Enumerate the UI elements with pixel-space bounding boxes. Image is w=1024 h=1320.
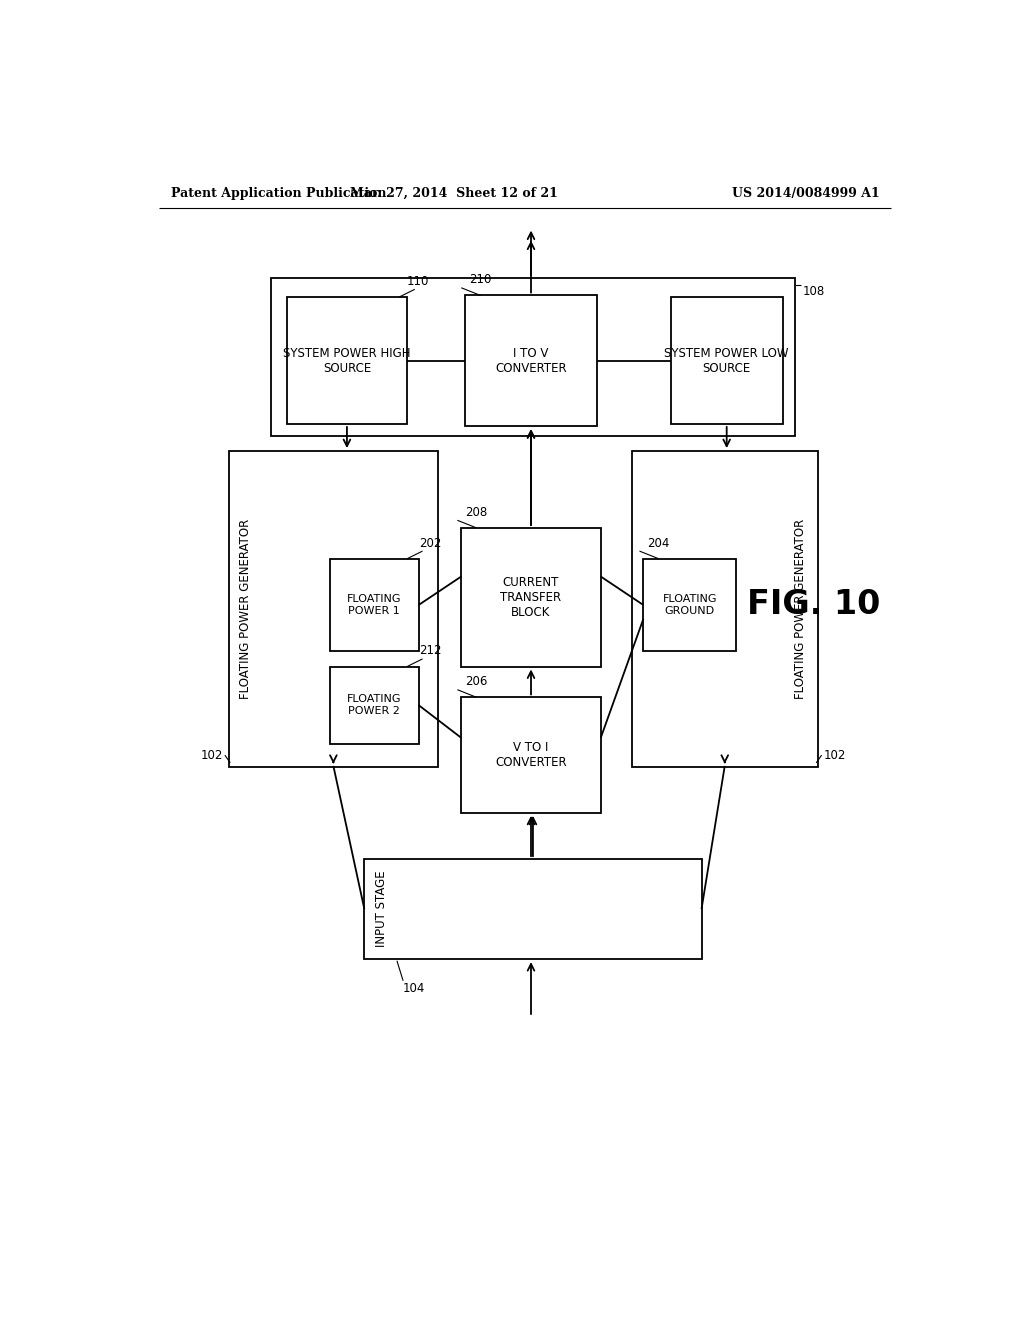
Text: FLOATING POWER GENERATOR: FLOATING POWER GENERATOR — [240, 519, 252, 700]
Text: 212: 212 — [419, 644, 441, 657]
Text: FLOATING
GROUND: FLOATING GROUND — [663, 594, 717, 616]
Text: FLOATING
POWER 1: FLOATING POWER 1 — [347, 594, 401, 616]
Text: 108: 108 — [802, 285, 824, 298]
Text: US 2014/0084999 A1: US 2014/0084999 A1 — [732, 186, 880, 199]
Bar — [671, 297, 783, 424]
Text: I TO V
CONVERTER: I TO V CONVERTER — [496, 347, 567, 375]
Text: FLOATING
POWER 2: FLOATING POWER 2 — [347, 694, 401, 715]
Text: FLOATING POWER GENERATOR: FLOATING POWER GENERATOR — [795, 519, 807, 700]
Bar — [465, 296, 597, 426]
Text: 210: 210 — [469, 273, 492, 286]
Bar — [461, 528, 601, 667]
Text: 104: 104 — [403, 982, 426, 995]
Bar — [643, 558, 736, 651]
Bar — [330, 558, 419, 651]
Text: V TO I
CONVERTER: V TO I CONVERTER — [496, 741, 567, 770]
Bar — [330, 667, 419, 743]
Bar — [365, 859, 701, 960]
Text: Mar. 27, 2014  Sheet 12 of 21: Mar. 27, 2014 Sheet 12 of 21 — [349, 186, 557, 199]
Text: 206: 206 — [465, 675, 487, 688]
Text: FIG. 10: FIG. 10 — [748, 589, 881, 622]
Text: CURRENT
TRANSFER
BLOCK: CURRENT TRANSFER BLOCK — [501, 576, 561, 619]
Text: 204: 204 — [647, 536, 670, 549]
Bar — [461, 697, 601, 813]
Text: 102: 102 — [200, 748, 222, 762]
Text: 110: 110 — [407, 275, 429, 288]
Text: SYSTEM POWER HIGH
SOURCE: SYSTEM POWER HIGH SOURCE — [284, 347, 411, 375]
Bar — [271, 277, 795, 436]
Text: 102: 102 — [824, 748, 846, 762]
Text: INPUT STAGE: INPUT STAGE — [375, 871, 388, 948]
Text: 202: 202 — [419, 536, 441, 549]
Text: SYSTEM POWER LOW
SOURCE: SYSTEM POWER LOW SOURCE — [665, 347, 788, 375]
Bar — [228, 451, 438, 767]
Bar — [287, 297, 407, 424]
Text: Patent Application Publication: Patent Application Publication — [171, 186, 386, 199]
Bar — [632, 451, 818, 767]
Text: 208: 208 — [465, 506, 487, 519]
